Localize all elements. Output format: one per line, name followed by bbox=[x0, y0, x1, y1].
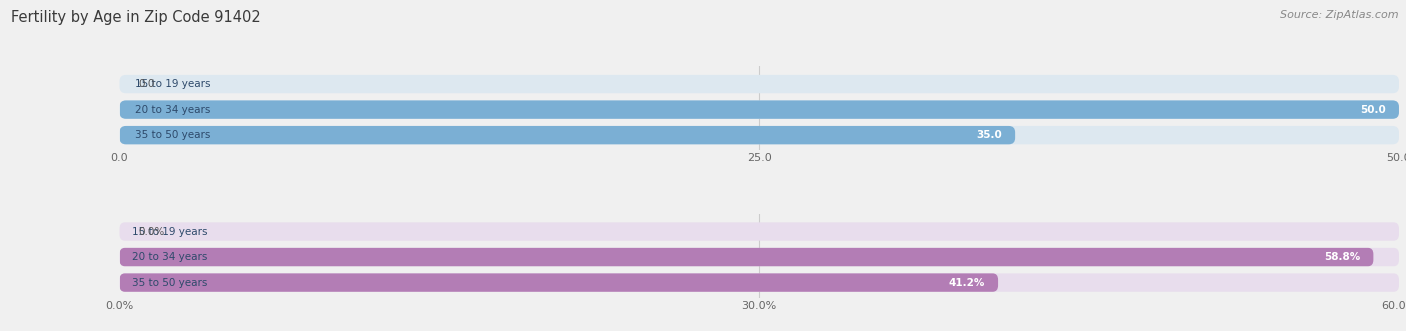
Text: 50.0: 50.0 bbox=[1361, 105, 1386, 115]
Text: 15 to 19 years: 15 to 19 years bbox=[132, 226, 208, 237]
FancyBboxPatch shape bbox=[120, 222, 1399, 241]
FancyBboxPatch shape bbox=[120, 100, 1399, 119]
Text: 20 to 34 years: 20 to 34 years bbox=[135, 105, 211, 115]
Text: 0.0: 0.0 bbox=[139, 79, 155, 89]
FancyBboxPatch shape bbox=[120, 273, 1399, 292]
Text: 15 to 19 years: 15 to 19 years bbox=[135, 79, 211, 89]
Text: 58.8%: 58.8% bbox=[1324, 252, 1361, 262]
Text: 35.0: 35.0 bbox=[977, 130, 1002, 140]
FancyBboxPatch shape bbox=[120, 75, 1399, 93]
Text: 20 to 34 years: 20 to 34 years bbox=[132, 252, 208, 262]
Text: 35 to 50 years: 35 to 50 years bbox=[135, 130, 211, 140]
FancyBboxPatch shape bbox=[120, 100, 1399, 119]
FancyBboxPatch shape bbox=[120, 273, 998, 292]
Text: Fertility by Age in Zip Code 91402: Fertility by Age in Zip Code 91402 bbox=[11, 10, 262, 25]
FancyBboxPatch shape bbox=[120, 126, 1399, 144]
FancyBboxPatch shape bbox=[120, 248, 1374, 266]
Text: 41.2%: 41.2% bbox=[949, 278, 986, 288]
FancyBboxPatch shape bbox=[120, 248, 1399, 266]
Text: Source: ZipAtlas.com: Source: ZipAtlas.com bbox=[1281, 10, 1399, 20]
FancyBboxPatch shape bbox=[120, 126, 1015, 144]
Text: 35 to 50 years: 35 to 50 years bbox=[132, 278, 208, 288]
Text: 0.0%: 0.0% bbox=[139, 226, 165, 237]
